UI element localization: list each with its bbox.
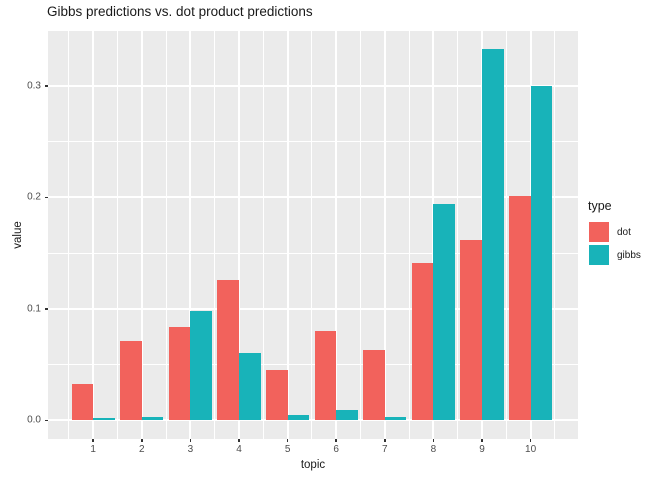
minor-gridline-horizontal (48, 364, 578, 366)
x-axis-tick-label: 10 (525, 444, 537, 455)
x-axis-tick-label: 5 (284, 444, 291, 455)
minor-gridline-vertical (214, 31, 216, 439)
major-gridline-vertical (189, 31, 192, 439)
major-gridline-vertical (92, 31, 95, 439)
bar-gibbs-topic-8 (433, 204, 455, 421)
bar-dot-topic-1 (71, 383, 94, 421)
x-tick-mark (141, 439, 143, 442)
bar-gibbs-topic-9 (482, 49, 504, 421)
y-tick-mark (44, 85, 48, 87)
x-tick-mark (481, 439, 483, 442)
bar-dot-topic-9 (460, 239, 482, 421)
legend: type dot gibbs (588, 199, 641, 268)
x-axis-tick-label: 6 (333, 444, 339, 455)
x-tick-mark (529, 439, 532, 442)
x-axis-tick-label: 4 (236, 444, 242, 455)
x-axis-tick-label: 8 (430, 444, 437, 455)
minor-gridline-horizontal (48, 141, 578, 143)
major-gridline-vertical (335, 31, 338, 439)
major-gridline-vertical (286, 31, 289, 439)
major-gridline-vertical (383, 31, 386, 439)
legend-label-gibbs: gibbs (617, 249, 641, 261)
bar-gibbs-topic-6 (336, 410, 358, 421)
x-tick-mark (238, 439, 240, 442)
major-gridline-horizontal (48, 307, 578, 310)
minor-gridline-vertical (408, 31, 410, 439)
major-gridline-horizontal (48, 84, 578, 87)
major-gridline-horizontal (48, 419, 578, 422)
x-axis-tick-label: 2 (139, 444, 145, 455)
legend-swatch-dot (589, 222, 609, 242)
minor-gridline-vertical (457, 31, 459, 439)
y-axis-title: value (12, 221, 24, 249)
y-axis-tick-label: 0.3 (27, 80, 41, 92)
x-tick-mark (432, 439, 435, 442)
bar-dot-topic-10 (509, 196, 531, 421)
legend-title: type (588, 199, 612, 213)
major-gridline-horizontal (48, 196, 578, 199)
minor-gridline-vertical (165, 31, 167, 439)
legend-key-gibbs: gibbs (589, 245, 641, 265)
minor-gridline-vertical (360, 31, 361, 439)
bar-gibbs-topic-1 (93, 418, 115, 421)
x-tick-mark (335, 439, 337, 442)
bar-dot-topic-3 (168, 326, 191, 421)
bar-gibbs-topic-7 (384, 417, 407, 421)
major-gridline-vertical (238, 31, 240, 439)
x-axis-title: topic (300, 459, 326, 471)
chart-title: Gibbs predictions vs. dot product predic… (47, 4, 313, 19)
minor-gridline-vertical (554, 31, 556, 439)
bar-dot-topic-8 (411, 263, 434, 421)
bar-dot-topic-7 (363, 350, 385, 421)
bar-gibbs-topic-2 (141, 417, 164, 421)
y-axis-tick-label: 0.1 (27, 303, 41, 315)
y-tick-mark (44, 308, 48, 310)
legend-key-dot: dot (589, 222, 641, 242)
minor-gridline-vertical (68, 31, 70, 439)
minor-gridline-horizontal (48, 252, 578, 254)
x-axis-tick-label: 7 (382, 444, 388, 455)
bar-gibbs-topic-4 (239, 353, 261, 421)
bar-gibbs-topic-10 (530, 85, 553, 421)
minor-gridline-vertical (505, 31, 507, 439)
bar-dot-topic-5 (266, 370, 288, 421)
plot-panel (48, 31, 578, 439)
y-axis-tick-label: 0.0 (27, 414, 41, 426)
x-tick-mark (286, 439, 289, 442)
x-axis-tick-label: 3 (187, 444, 194, 455)
y-tick-mark (44, 196, 48, 199)
x-axis-tick-label: 9 (479, 444, 485, 455)
x-tick-mark (92, 439, 94, 442)
bar-dot-topic-2 (120, 341, 142, 421)
bar-gibbs-topic-5 (287, 414, 310, 421)
legend-label-dot: dot (617, 226, 631, 238)
y-tick-mark (44, 419, 48, 422)
bar-gibbs-topic-3 (190, 311, 212, 421)
major-gridline-vertical (140, 31, 143, 439)
x-axis-tick-label: 1 (90, 444, 96, 455)
bar-dot-topic-4 (217, 279, 239, 421)
minor-gridline-vertical (311, 31, 313, 439)
y-axis-tick-label: 0.2 (27, 191, 41, 203)
minor-gridline-vertical (262, 31, 264, 439)
bar-dot-topic-6 (314, 331, 337, 421)
legend-swatch-gibbs (589, 245, 609, 265)
x-tick-mark (384, 439, 386, 442)
minor-gridline-vertical (117, 31, 118, 439)
x-tick-mark (189, 439, 192, 442)
